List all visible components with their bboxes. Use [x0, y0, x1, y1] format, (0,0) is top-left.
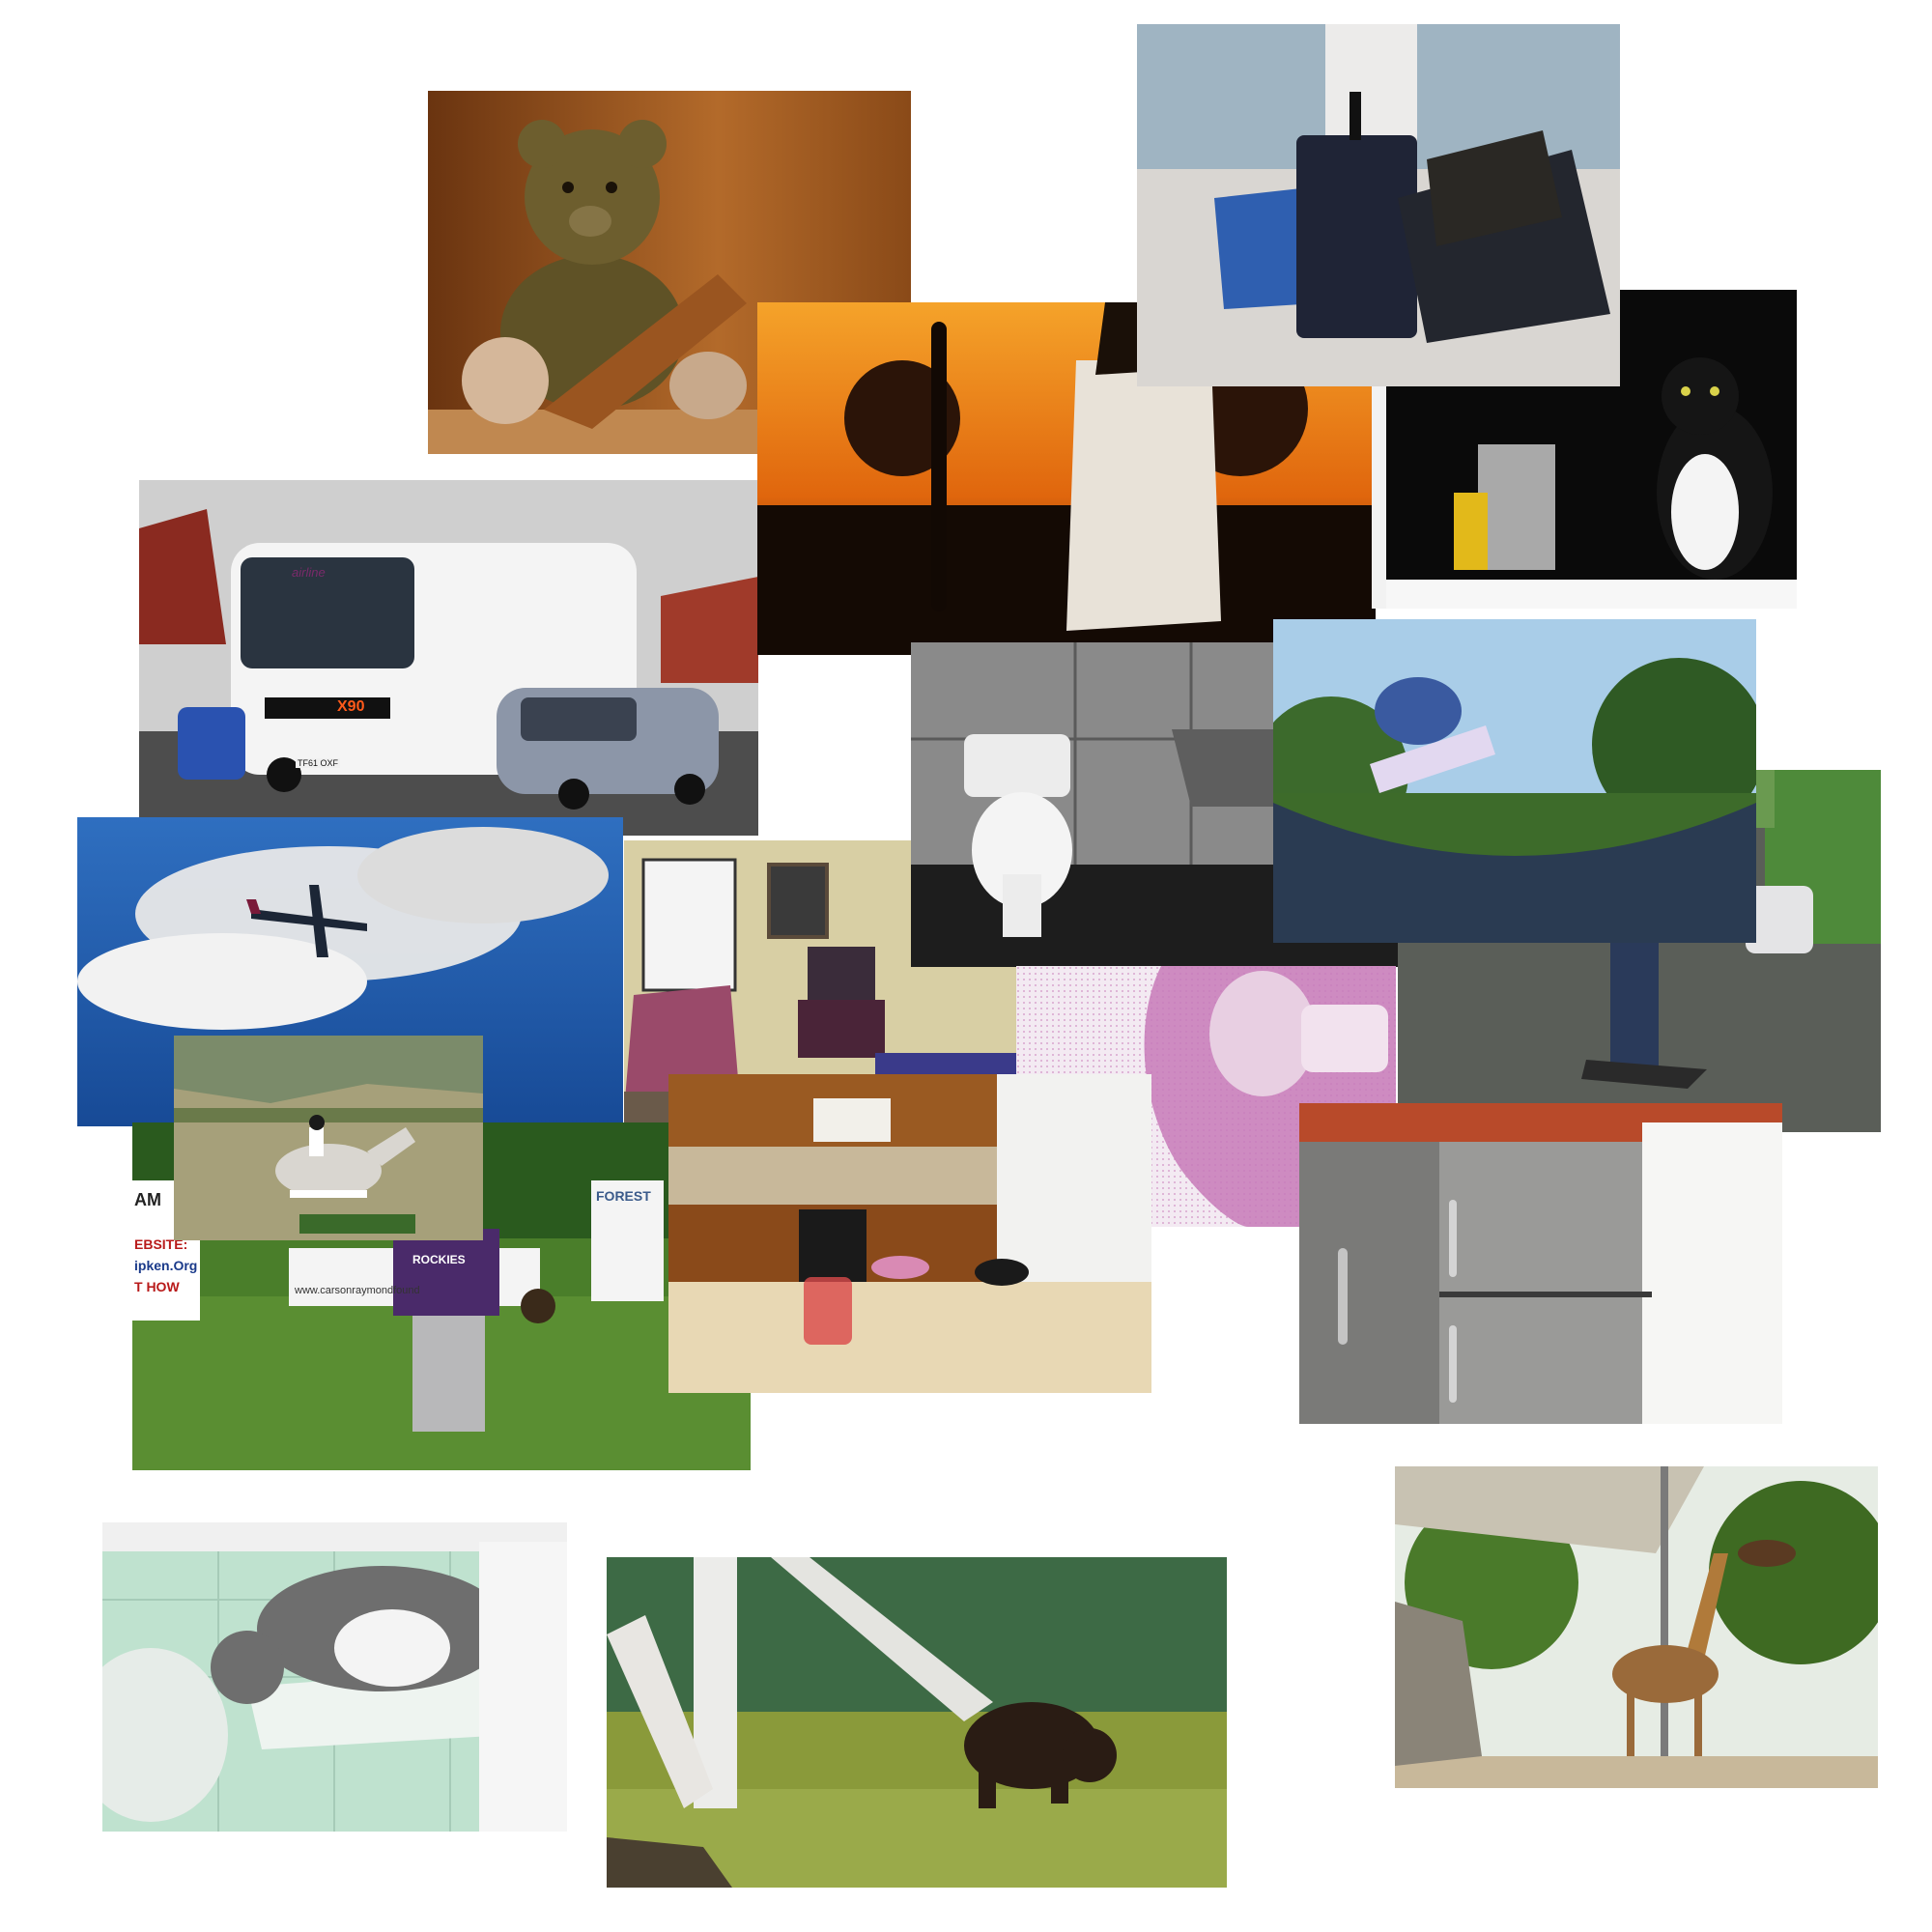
skatepark-scene: [1273, 619, 1756, 943]
giraffe-scene: [1395, 1466, 1878, 1788]
bear-scene: [607, 1557, 1227, 1888]
photo-skatepark-halfpipe: [1273, 619, 1756, 943]
teddy-bear-scene: [428, 91, 911, 454]
photo-bus: airline X90 TF61 OXF: [139, 480, 758, 836]
photo-luggage-airport: [1137, 24, 1620, 386]
photo-street-skateboard: [1398, 770, 1881, 1132]
banner-website: www.carsonraymondfound: [295, 1285, 420, 1296]
photo-teddy-bear: [428, 91, 911, 454]
sign-left-line-3: ipken.Org: [134, 1258, 198, 1273]
photo-cat-in-sink: [102, 1522, 567, 1832]
fridge-scene: [1299, 1103, 1782, 1424]
bus-license-plate: TF61 OXF: [296, 758, 341, 768]
cat-window-scene: [1372, 290, 1860, 609]
sign-left-line-4: T HOW: [134, 1279, 180, 1294]
luggage-scene: [1137, 24, 1620, 386]
photo-airplane-sky: [77, 817, 623, 1126]
horse-scene: [174, 1036, 483, 1240]
sign-left-line-1: AM: [134, 1190, 161, 1209]
baseball-scene: [132, 1122, 751, 1470]
bus-route-number: X90: [337, 698, 365, 715]
bus-brand-text: airline: [292, 565, 326, 580]
photo-cat-window: [1372, 290, 1860, 609]
airplane-scene: [77, 817, 623, 1126]
photo-bear-birch: [607, 1557, 1227, 1888]
bus-scene: [139, 480, 758, 836]
photo-giraffes: [1395, 1466, 1878, 1788]
photo-refrigerator: [1299, 1103, 1782, 1424]
banner-forest: FOREST: [596, 1188, 651, 1204]
photo-horse-jumping: [174, 1036, 483, 1240]
photo-kitchen: [668, 1074, 1151, 1393]
cat-sink-scene: [102, 1522, 567, 1832]
kitchen-scene: [668, 1074, 1151, 1393]
skate-sunset-scene: [757, 302, 1376, 655]
jersey-text: ROCKIES: [412, 1253, 466, 1266]
sign-left-line-2: EBSITE:: [134, 1236, 188, 1252]
